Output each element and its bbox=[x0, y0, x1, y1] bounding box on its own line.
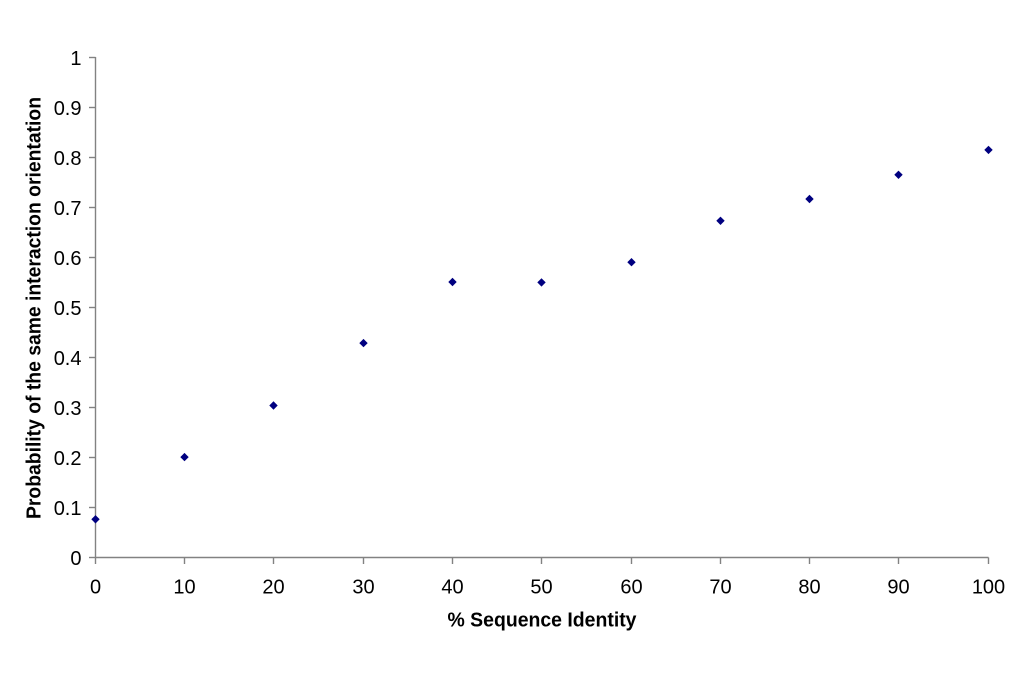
svg-text:Probability of the same intera: Probability of the same interaction orie… bbox=[24, 97, 46, 519]
svg-text:0.7: 0.7 bbox=[54, 198, 82, 220]
svg-text:70: 70 bbox=[709, 577, 731, 599]
svg-text:0.3: 0.3 bbox=[54, 398, 82, 420]
svg-text:% Sequence Identity: % Sequence Identity bbox=[448, 610, 638, 632]
svg-text:0: 0 bbox=[70, 548, 81, 570]
svg-text:80: 80 bbox=[798, 577, 820, 599]
svg-text:0.1: 0.1 bbox=[54, 498, 82, 520]
svg-text:0.8: 0.8 bbox=[54, 148, 82, 170]
svg-text:0.5: 0.5 bbox=[54, 298, 82, 320]
svg-text:10: 10 bbox=[173, 577, 195, 599]
svg-text:100: 100 bbox=[972, 577, 1005, 599]
svg-text:90: 90 bbox=[887, 577, 909, 599]
svg-text:30: 30 bbox=[352, 577, 374, 599]
svg-text:20: 20 bbox=[262, 577, 284, 599]
svg-text:0.4: 0.4 bbox=[54, 348, 82, 370]
svg-text:1: 1 bbox=[70, 48, 81, 70]
svg-text:0.9: 0.9 bbox=[54, 98, 82, 120]
svg-text:60: 60 bbox=[620, 577, 642, 599]
svg-text:0.6: 0.6 bbox=[54, 248, 82, 270]
svg-text:0: 0 bbox=[90, 577, 101, 599]
svg-text:40: 40 bbox=[441, 577, 463, 599]
svg-text:50: 50 bbox=[530, 577, 552, 599]
svg-text:0.2: 0.2 bbox=[54, 448, 82, 470]
